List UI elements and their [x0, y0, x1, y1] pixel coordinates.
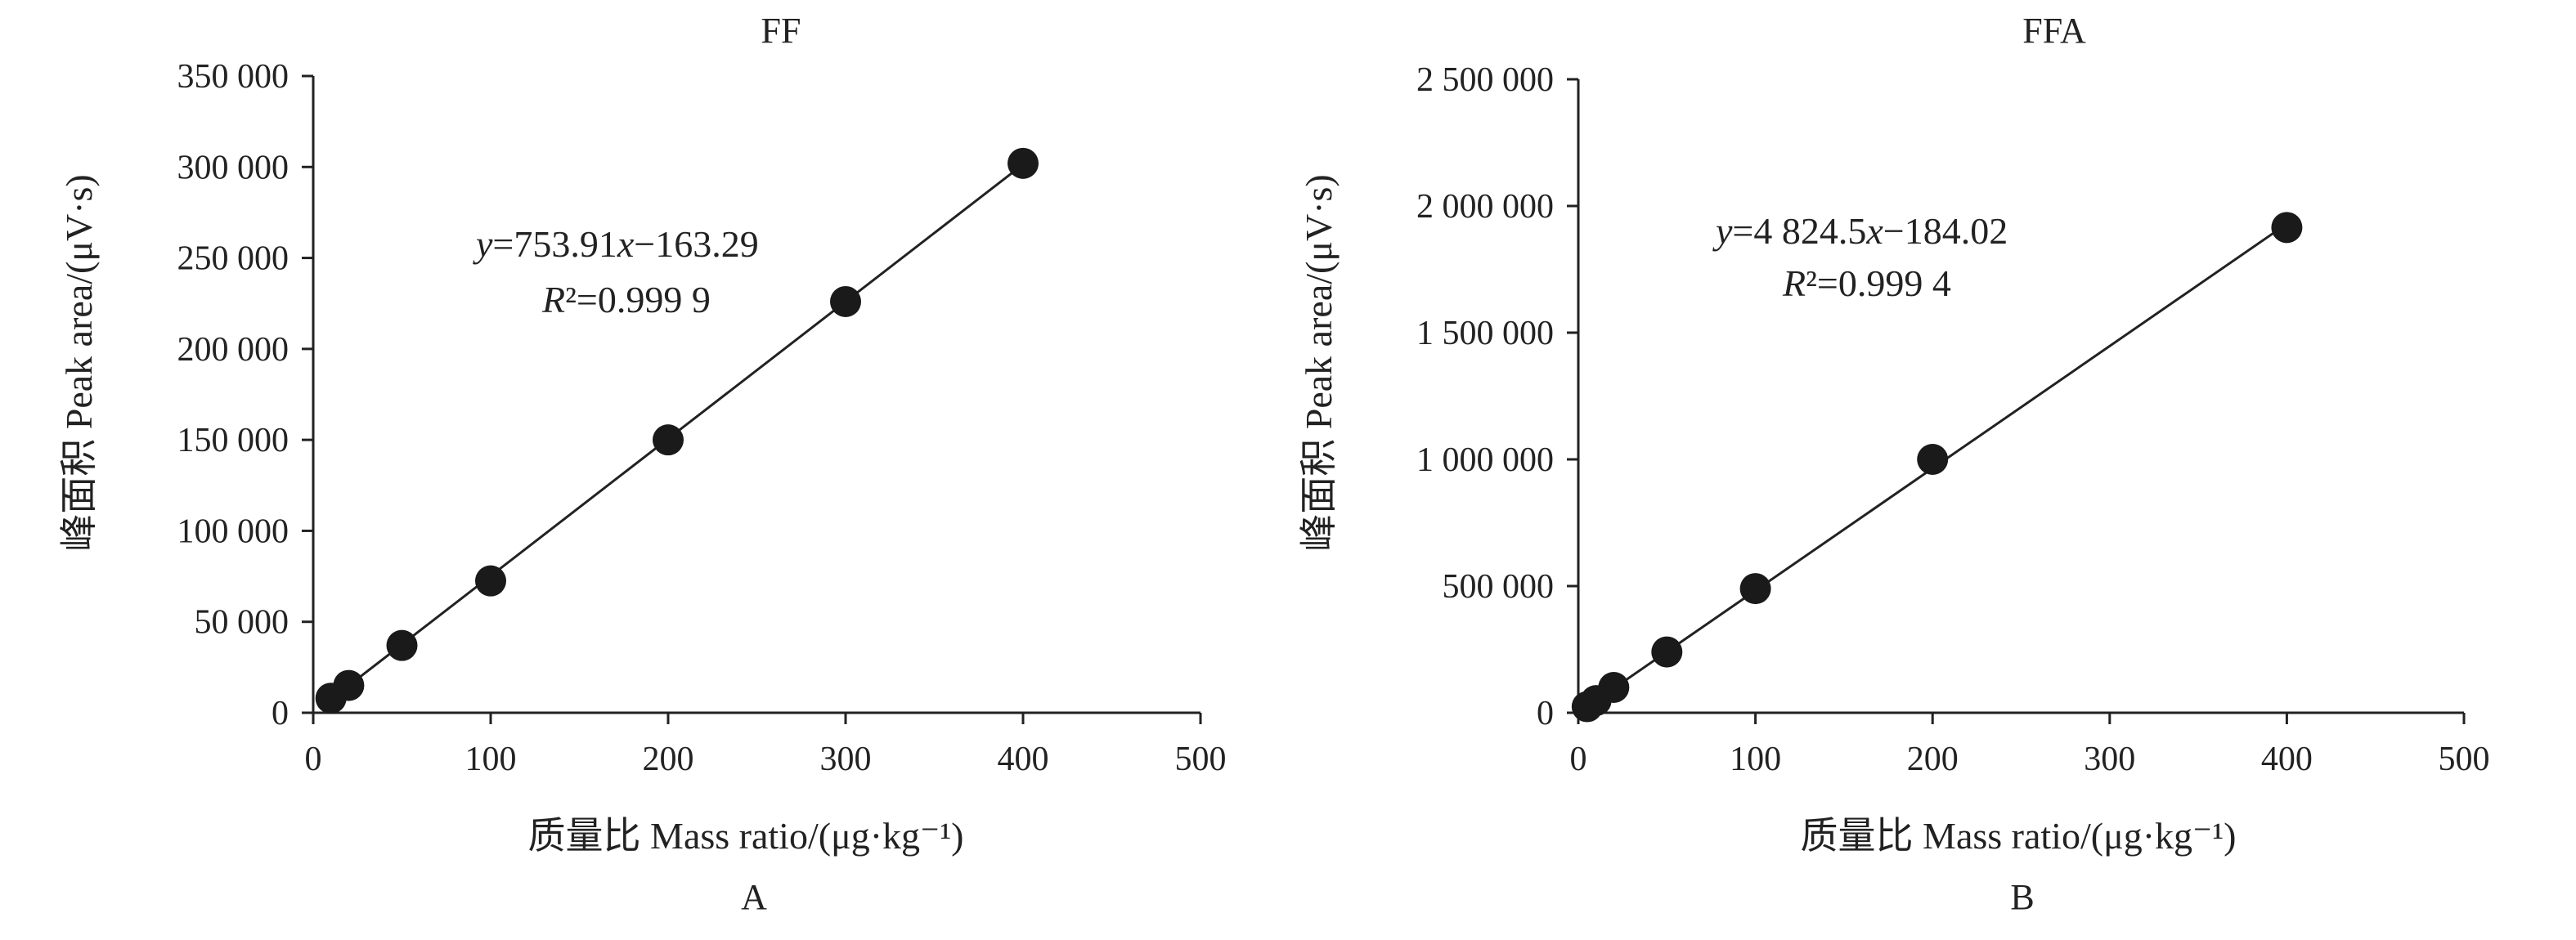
- chart-panel-b: FFA 峰面积 Peak area/(μV·s) 0 500 000 1 000 0…: [1298, 11, 2490, 917]
- svg-text:峰面积 Peak area/(μV·s): 峰面积 Peak area/(μV·s): [58, 174, 100, 552]
- x-axis-label: 质量比 Mass ratio/(μg·kg⁻¹): [1801, 815, 2237, 857]
- data-point: [1598, 672, 1630, 703]
- y-tick-label: 0: [272, 695, 289, 732]
- x-axis-label: 质量比 Mass ratio/(μg·kg⁻¹): [528, 815, 964, 857]
- y-tick-label: 350 000: [177, 58, 289, 96]
- y-axis-label: 峰面积 Peak area/(μV·s): [58, 174, 100, 552]
- x-tick-label: 100: [1730, 741, 1781, 778]
- y-axis-ticks: 0 500 000 1 000 000 1 500 000 2 000 000 2 500…: [1416, 61, 1578, 732]
- y-tick-label: 250 000: [177, 240, 289, 278]
- data-points: [1571, 212, 2303, 723]
- data-point: [653, 424, 684, 456]
- r-squared-label: R²=0.999 9: [541, 279, 711, 320]
- data-point: [830, 285, 861, 317]
- data-point: [1917, 444, 1949, 475]
- y-tick-label: 100 000: [177, 513, 289, 550]
- x-axis-ticks: 0 100 200 300 400 500: [305, 713, 1227, 778]
- x-tick-label: 400: [998, 741, 1049, 778]
- x-tick-label: 200: [1907, 741, 1959, 778]
- y-tick-label: 50 000: [195, 604, 289, 642]
- y-tick-label: 200 000: [177, 331, 289, 369]
- panel-label: A: [741, 877, 767, 917]
- data-points: [315, 147, 1039, 714]
- y-tick-label: 1 000 000: [1416, 441, 1554, 479]
- chart-title: FFA: [2022, 11, 2086, 51]
- y-tick-label: 2 000 000: [1416, 188, 1554, 226]
- x-tick-label: 300: [2084, 741, 2135, 778]
- x-tick-label: 300: [820, 741, 872, 778]
- y-axis-ticks: 0 50 000 100 000 150 000 200 000 250 000 300 0…: [177, 58, 313, 732]
- r-squared-label: R²=0.999 4: [1782, 262, 1951, 304]
- x-tick-label: 0: [1570, 741, 1587, 778]
- data-point: [1651, 636, 1683, 668]
- x-tick-label: 500: [1175, 741, 1227, 778]
- regression-equation: y=4 824.5x−184.02: [1712, 210, 2008, 252]
- y-tick-label: 0: [1537, 695, 1554, 732]
- x-tick-label: 400: [2261, 741, 2313, 778]
- y-tick-label: 1 500 000: [1416, 315, 1554, 352]
- data-point: [475, 565, 506, 597]
- panel-label: B: [2010, 877, 2034, 917]
- x-tick-label: 200: [643, 741, 694, 778]
- y-tick-label: 150 000: [177, 422, 289, 459]
- data-point: [2271, 212, 2303, 244]
- y-axis-label: 峰面积 Peak area/(μV·s): [1298, 174, 1340, 552]
- x-tick-label: 100: [465, 741, 517, 778]
- y-tick-label: 300 000: [177, 149, 289, 186]
- data-point: [1739, 573, 1771, 605]
- y-tick-label: 500 000: [1443, 568, 1555, 606]
- x-tick-label: 0: [305, 741, 322, 778]
- data-point: [333, 669, 365, 701]
- chart-panel-a: FF 峰面积 Peak area/(μV·s) 0 50 000 100 000 15…: [58, 11, 1227, 917]
- data-point: [386, 629, 418, 661]
- x-tick-label: 500: [2439, 741, 2490, 778]
- data-point: [1008, 147, 1039, 179]
- y-tick-label: 2 500 000: [1416, 61, 1554, 99]
- chart-title: FF: [761, 11, 801, 51]
- x-axis-ticks: 0 100 200 300 400 500: [1570, 713, 2490, 778]
- svg-text:峰面积 Peak area/(μV·s): 峰面积 Peak area/(μV·s): [1298, 174, 1340, 552]
- regression-equation: y=753.91x−163.29: [473, 223, 759, 265]
